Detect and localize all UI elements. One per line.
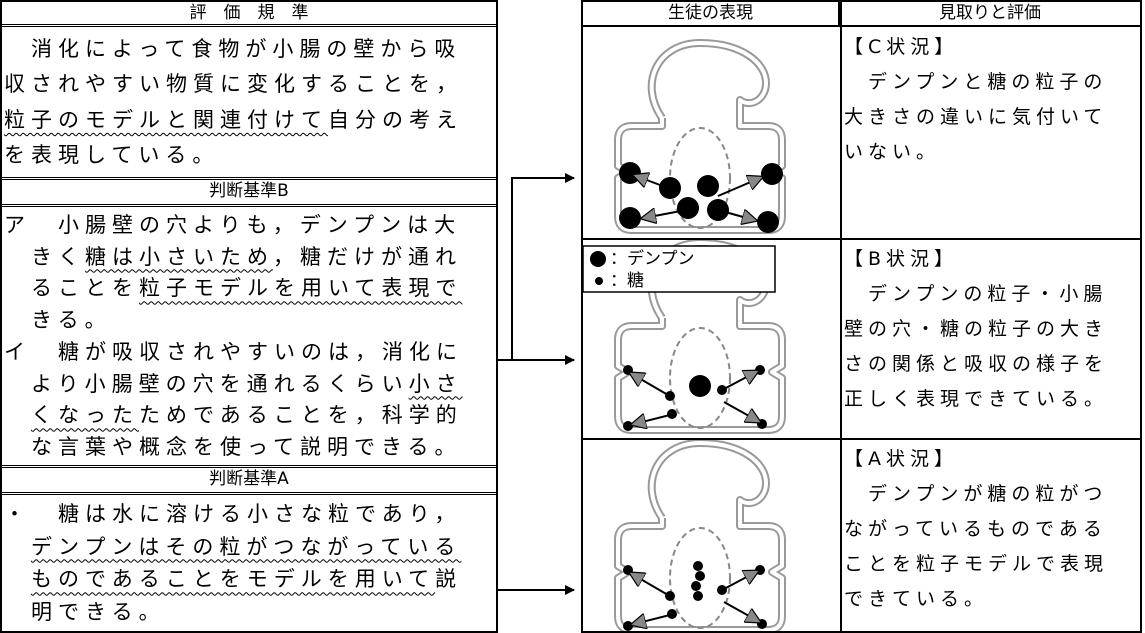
text: ためであることを，科学的 xyxy=(139,403,463,428)
text: な言葉や概念を使って説明できる。 xyxy=(4,435,462,460)
text-line: 壁の穴・糖の粒子の大き xyxy=(844,318,1109,340)
row-divider xyxy=(583,238,1140,240)
text: 自分の考え xyxy=(328,107,463,132)
text-line: ることを粒子モデルを用いて表現で xyxy=(4,274,496,302)
text-line: デンプンと糖の粒子の xyxy=(844,71,1108,93)
text-line: 消化によって食物が小腸の壁から吸 xyxy=(4,35,496,63)
criteria-header: 評 価 規 準 xyxy=(2,2,496,27)
text: 収されやすい物質に変化することを， xyxy=(4,72,463,97)
underlined-text: くなった xyxy=(31,403,139,428)
text-line: 正しく表現できている。 xyxy=(844,388,1109,410)
text-line: できている。 xyxy=(844,588,989,610)
text: きる。 xyxy=(4,308,112,333)
legend-label: ：糖 xyxy=(610,271,644,291)
text-line: イ 糖が吸収されやすいのは，消化に xyxy=(4,338,496,366)
evaluation-cell: 【A状況】 デンプンが糖の粒がつ ながっているものである ことを粒子モデルで表現 でき… xyxy=(842,442,1142,617)
text: きく xyxy=(4,244,85,269)
text: 明できる。 xyxy=(4,600,166,625)
text: ・ 糖は水に溶ける小さな粒であり， xyxy=(4,501,462,526)
criteria-table: 評 価 規 準 消化によって食物が小腸の壁から吸 収されやすい物質に変化することを… xyxy=(0,0,498,633)
drawing-c xyxy=(618,43,783,233)
evaluation-cell: 【C状況】 デンプンと糖の粒子の 大きさの違いに気付いて いない。 xyxy=(842,30,1142,170)
text-line: を表現している。 xyxy=(4,141,496,169)
drawing-a xyxy=(618,443,782,631)
text-line: ことを粒子モデルで表現 xyxy=(844,553,1109,575)
text-line: ながっているものである xyxy=(844,518,1107,540)
text-line: くなったためであることを，科学的 xyxy=(4,401,496,429)
status-label: 【B状況】 xyxy=(844,248,959,270)
underlined-text: 小さ xyxy=(408,371,463,396)
legend-label: ：デンプン xyxy=(610,248,695,269)
connectors xyxy=(498,173,575,595)
text-line: ア 小腸壁の穴よりも，デンプンは大 xyxy=(4,211,496,239)
text-line: 明できる。 xyxy=(4,598,496,626)
a-cell: ・ 糖は水に溶ける小さな粒であり， デンプンはその粒がつながっている ものである… xyxy=(2,495,496,631)
underlined-text: ものであることをモデルを用いて xyxy=(31,567,436,592)
text-line: ものであることをモデルを用いて説 xyxy=(4,565,496,593)
text-line: デンプンが糖の粒がつ xyxy=(844,483,1108,505)
b-header: 判断基準B xyxy=(2,180,496,207)
underlined-text: 粒子モデルを用いて表現で xyxy=(139,276,463,301)
legend: ：デンプン ：糖 xyxy=(582,245,776,293)
evaluation-table: 生徒の表現 見取りと評価 【C状況】 デンプンと糖の粒子の 大きさの違いに気付いて… xyxy=(581,0,1142,633)
column-header: 見取りと評価 xyxy=(840,2,1140,27)
text-line: デンプンはその粒がつながっている xyxy=(4,533,496,561)
underlined-text: デンプンはその粒がつながっている xyxy=(31,534,462,559)
text: ア 小腸壁の穴よりも，デンプンは大 xyxy=(4,212,462,237)
text: ，糖だけが通れ xyxy=(272,244,462,269)
text: 説 xyxy=(435,567,463,592)
text-line: きる。 xyxy=(4,306,496,334)
text: より小腸壁の穴を通れるくらい xyxy=(4,371,409,396)
underlined-text: 糖は小さいため xyxy=(85,244,273,269)
criterion-cell: 消化によって食物が小腸の壁から吸 収されやすい物質に変化することを， 粒子のモデルと… xyxy=(2,27,496,180)
a-header: 判断基準A xyxy=(2,468,496,495)
text: イ 糖が吸収されやすいのは，消化に xyxy=(4,339,463,364)
text-line: 大きさの違いに気付いて xyxy=(844,106,1108,128)
text-line: デンプンの粒子・小腸 xyxy=(844,283,1108,305)
text-line: きく糖は小さいため，糖だけが通れ xyxy=(4,243,496,271)
text: 消化によって食物が小腸の壁から吸 xyxy=(4,36,462,61)
underlined-text: 粒子のモデルと関連付けて xyxy=(4,107,328,132)
column-divider xyxy=(840,2,842,631)
text: を表現している。 xyxy=(4,143,220,168)
status-label: 【A状況】 xyxy=(844,448,958,470)
text-line: 粒子のモデルと関連付けて自分の考え xyxy=(4,106,496,134)
b-cell: ア 小腸壁の穴よりも，デンプンは大 きく糖は小さいため，糖だけが通れ ることを粒… xyxy=(2,207,496,468)
column-header: 生徒の表現 xyxy=(583,2,840,27)
row-divider xyxy=(583,438,1140,440)
drawing-b xyxy=(618,243,782,431)
text-line: より小腸壁の穴を通れるくらい小さ xyxy=(4,370,496,398)
evaluation-cell: 【B状況】 デンプンの粒子・小腸 壁の穴・糖の粒子の大き さの関係と吸収の様子を 正し… xyxy=(842,242,1142,417)
text-line: な言葉や概念を使って説明できる。 xyxy=(4,433,496,461)
text-line: 収されやすい物質に変化することを， xyxy=(4,70,496,98)
text-line: ・ 糖は水に溶ける小さな粒であり， xyxy=(4,500,496,528)
text-line: さの関係と吸収の様子を xyxy=(844,353,1109,375)
text-line: いない。 xyxy=(844,141,941,163)
status-label: 【C状況】 xyxy=(844,36,959,58)
text: ることを xyxy=(4,276,139,301)
